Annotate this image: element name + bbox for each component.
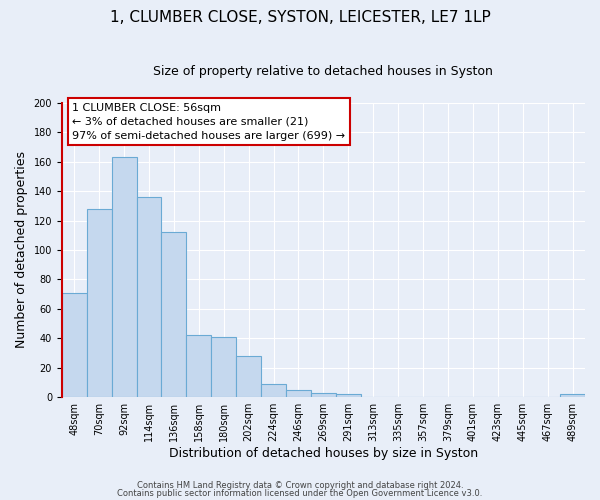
Bar — [187, 336, 211, 397]
Bar — [112, 157, 137, 397]
Bar — [261, 384, 286, 397]
Bar — [161, 232, 187, 397]
Bar — [286, 390, 311, 397]
Text: Contains HM Land Registry data © Crown copyright and database right 2024.: Contains HM Land Registry data © Crown c… — [137, 481, 463, 490]
Bar — [211, 337, 236, 397]
Bar — [137, 197, 161, 397]
Title: Size of property relative to detached houses in Syston: Size of property relative to detached ho… — [154, 65, 493, 78]
Bar — [560, 394, 585, 397]
Bar — [62, 292, 86, 397]
Bar — [336, 394, 361, 397]
Y-axis label: Number of detached properties: Number of detached properties — [15, 152, 28, 348]
Text: 1 CLUMBER CLOSE: 56sqm
← 3% of detached houses are smaller (21)
97% of semi-deta: 1 CLUMBER CLOSE: 56sqm ← 3% of detached … — [72, 103, 346, 141]
Bar — [236, 356, 261, 397]
Text: Contains public sector information licensed under the Open Government Licence v3: Contains public sector information licen… — [118, 488, 482, 498]
X-axis label: Distribution of detached houses by size in Syston: Distribution of detached houses by size … — [169, 447, 478, 460]
Bar — [86, 209, 112, 397]
Text: 1, CLUMBER CLOSE, SYSTON, LEICESTER, LE7 1LP: 1, CLUMBER CLOSE, SYSTON, LEICESTER, LE7… — [110, 10, 490, 25]
Bar — [311, 393, 336, 397]
